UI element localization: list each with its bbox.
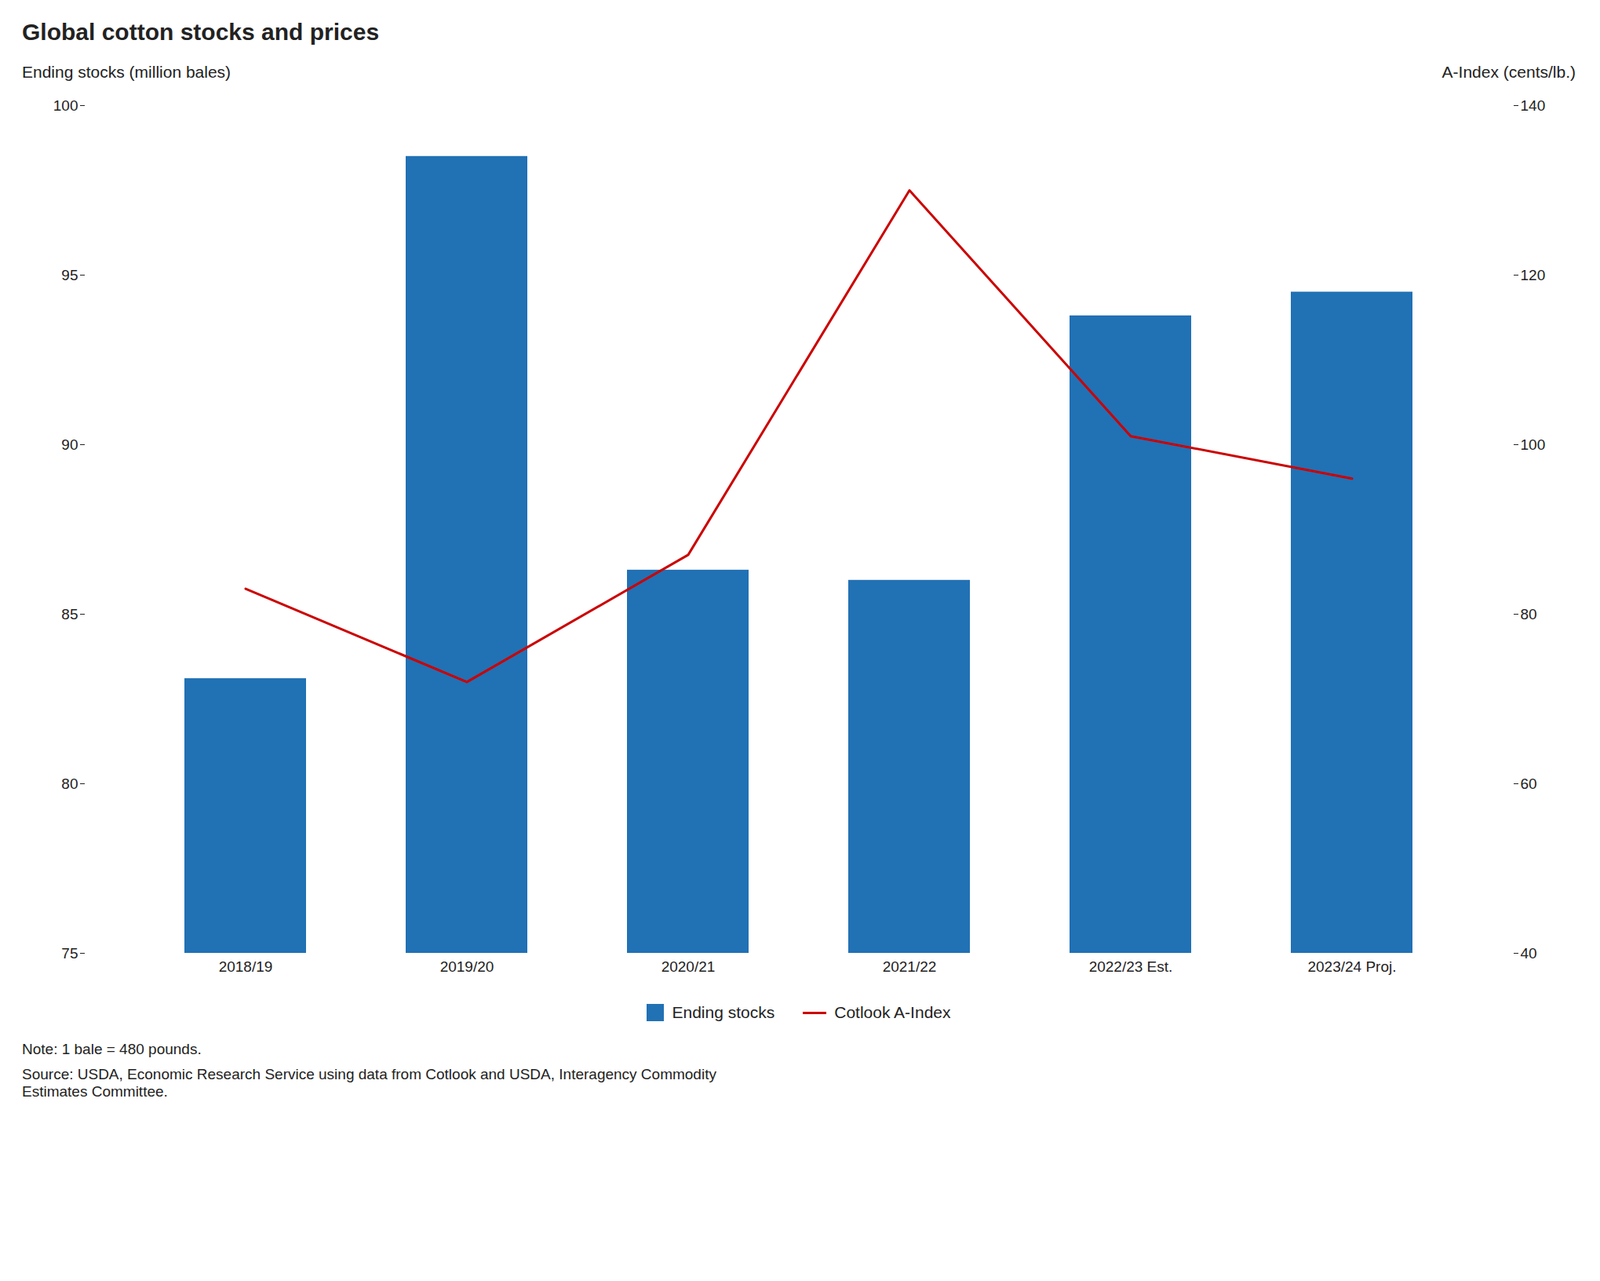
svg-text:90: 90 [61,436,78,453]
svg-text:120: 120 [1520,266,1546,284]
svg-text:40: 40 [1520,944,1538,962]
html-text:Cotlook A-Index: Cotlook A-Index [834,1002,951,1021]
svg-text:140: 140 [1520,97,1546,114]
svg-text:85: 85 [61,605,78,623]
svg-text:100: 100 [1520,436,1546,453]
svg-text:2019/20: 2019/20 [440,958,495,975]
svg-text:2021/22: 2021/22 [882,958,937,975]
svg-text:80: 80 [1520,605,1538,623]
svg-text:2022/23 Est.: 2022/23 Est. [1089,958,1174,975]
html-text:Ending stocks (million bales): Ending stocks (million bales) [21,62,231,81]
html-text:A-Index (cents/lb.): A-Index (cents/lb.) [1441,62,1576,81]
svg-text:2020/21: 2020/21 [661,958,716,975]
svg-text:60: 60 [1520,775,1538,792]
svg-text:95: 95 [61,266,78,284]
html-text:Global cotton stocks and price: Global cotton stocks and prices [21,18,380,45]
svg-text:2018/19: 2018/19 [218,958,274,975]
html-text:Source: USDA, Economic Researc: Source: USDA, Economic Research Service … [21,1065,717,1100]
svg-text:75: 75 [61,944,78,962]
svg-text:2023/24 Proj.: 2023/24 Proj. [1307,958,1396,975]
html-text:Note: 1 bale = 480 pounds.: Note: 1 bale = 480 pounds. [21,1040,202,1057]
svg-text:80: 80 [61,775,78,792]
html-text:Ending stocks: Ending stocks [672,1002,775,1021]
svg-text:100: 100 [53,97,79,114]
